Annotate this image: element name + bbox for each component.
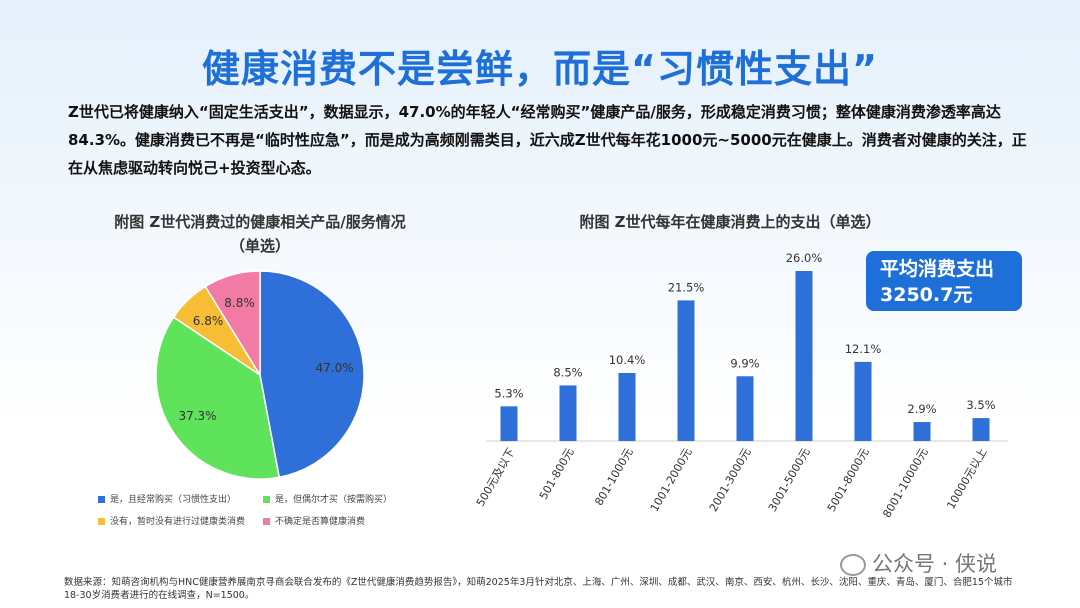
bar-value-label-1: 5.3% [494, 386, 523, 400]
bar-3 [618, 373, 636, 441]
legend-swatch-2 [263, 496, 270, 503]
legend-label-3: 没有，暂时没有进行过健康类消费 [110, 517, 246, 527]
bar-category-label-7: 5001-8000元 [825, 446, 872, 514]
bar-category-label-5: 2001-3000元 [707, 446, 754, 514]
bar-4 [677, 300, 695, 441]
legend-item-2: 是，但偶尔才买（按需购买） [263, 492, 392, 505]
bar-7 [854, 361, 872, 441]
bar-value-label-4: 21.5% [668, 280, 705, 294]
bar-8 [913, 422, 931, 441]
bar-category-label-2: 501-800元 [537, 446, 577, 502]
bar-category-label-9: 10000元以上 [944, 446, 989, 511]
bar-9 [972, 418, 990, 441]
bar-value-label-7: 12.1% [845, 342, 882, 356]
page-title: 健康消费不是尝鲜，而是“习惯性支出” [202, 47, 878, 91]
bar-value-label-9: 3.5% [966, 398, 995, 412]
bar-value-label-6: 26.0% [786, 251, 823, 265]
bar-5 [736, 376, 754, 441]
pie-legend: 是，且经常购买（习惯性支出） 是，但偶尔才买（按需购买） 没有，暂时没有进行过健… [98, 492, 438, 527]
bar-category-label-3: 801-1000元 [592, 446, 635, 508]
average-spend-label: 平均消费支出 [880, 258, 995, 280]
average-spend-badge: 平均消费支出 3250.7元 [866, 251, 1022, 311]
legend-item-3: 没有，暂时没有进行过健康类消费 [98, 514, 263, 527]
legend-swatch-1 [98, 496, 105, 503]
average-spend-value: 3250.7元 [880, 284, 973, 306]
bar-chart-title: 附图 Z世代每年在健康消费上的支出（单选） [579, 213, 881, 231]
pie-label-2: 37.3% [178, 409, 216, 423]
bar-value-label-3: 10.4% [609, 353, 646, 367]
bar-category-label-8: 8001-10000元 [880, 446, 930, 520]
watermark: 公众号 · 侠说 [840, 548, 997, 578]
watermark-text: 公众号 · 侠说 [872, 552, 998, 576]
pie-slice-2 [155, 316, 281, 480]
legend-item-1: 是，且经常购买（习惯性支出） [98, 492, 263, 505]
pie-chart-title-text: 附图 Z世代消费过的健康相关产品/服务情况 [114, 213, 406, 231]
pie-chart-subtitle: （单选） [229, 237, 290, 255]
pie-label-4: 8.8% [224, 296, 255, 310]
bar-value-label-5: 9.9% [730, 356, 759, 370]
bar-category-label-1: 500元及以下 [474, 446, 518, 509]
bar-6 [795, 271, 813, 441]
legend-item-4: 不确定是否算健康消费 [263, 514, 365, 527]
source-note: 数据来源：知萌咨询机构与HNC健康营养展南京寻商会联合发布的《Z世代健康消费趋势… [64, 577, 1013, 601]
bar-category-label-4: 1001-2000元 [648, 446, 695, 514]
legend-label-4: 不确定是否算健康消费 [275, 517, 366, 527]
legend-label-1: 是，且经常购买（习惯性支出） [110, 495, 237, 505]
pie-slice-4 [204, 270, 261, 378]
bar-value-label-2: 8.5% [553, 365, 582, 379]
pie-label-1: 47.0% [315, 361, 353, 375]
bar-1 [500, 406, 518, 441]
legend-swatch-3 [98, 518, 105, 525]
bar-value-label-8: 2.9% [907, 402, 936, 416]
legend-label-2: 是，但偶尔才买（按需购买） [275, 495, 393, 505]
pie-label-3: 6.8% [193, 314, 224, 328]
pie-chart-title: 附图 Z世代消费过的健康相关产品/服务情况 （单选） [95, 210, 425, 258]
bar-category-label-6: 3001-5000元 [766, 446, 813, 514]
pie-slice-1 [259, 270, 365, 479]
bar-2 [559, 385, 577, 441]
intro-paragraph: Z世代已将健康纳入“固定生活支出”，数据显示，47.0%的年轻人“经常购买”健康… [68, 103, 1027, 177]
wechat-icon [840, 554, 866, 576]
legend-swatch-4 [263, 518, 270, 525]
